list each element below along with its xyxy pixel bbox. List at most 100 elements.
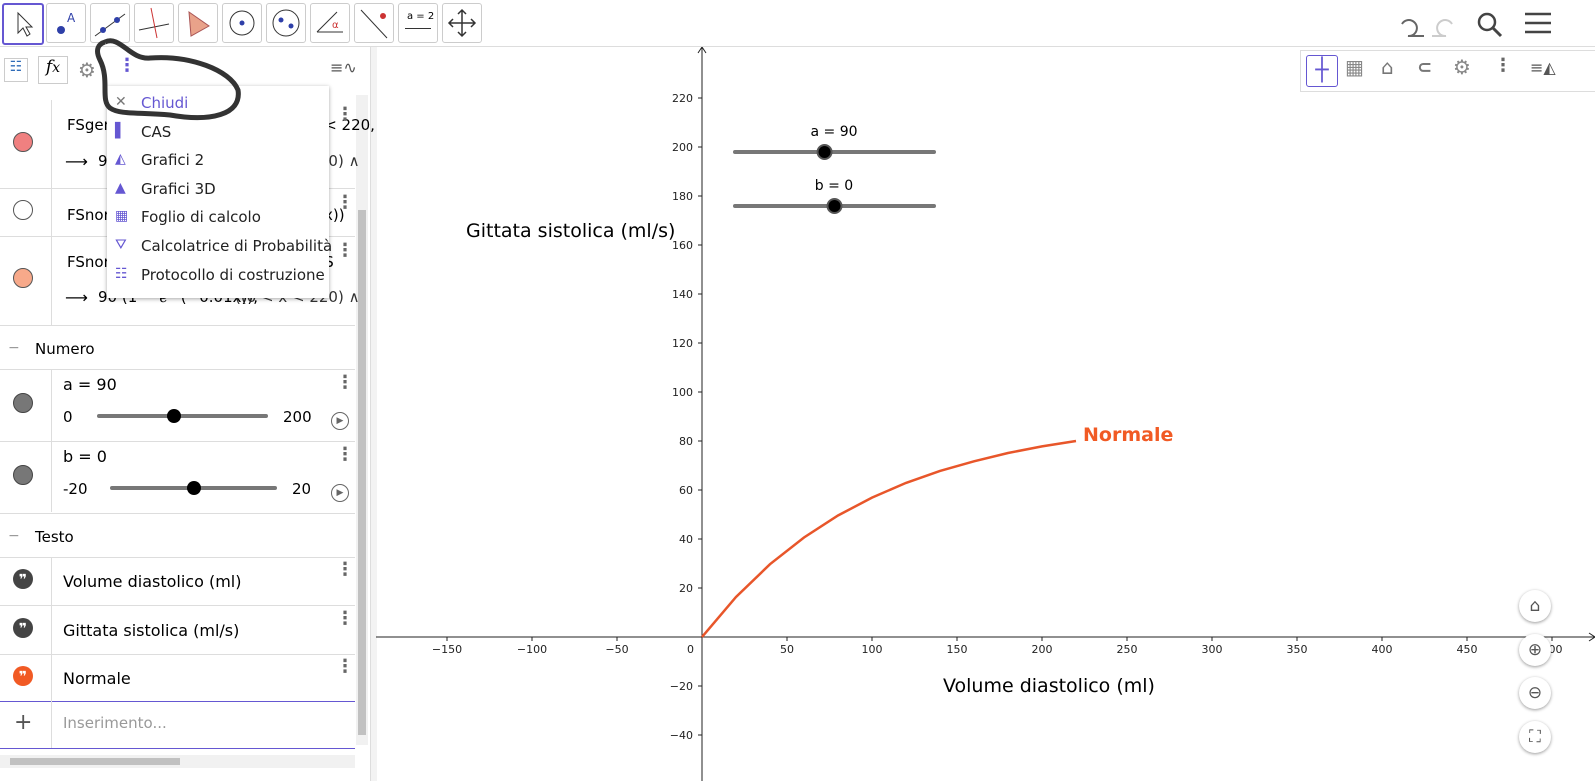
hand-drawn-highlight <box>95 38 241 120</box>
view-menu <box>107 86 329 298</box>
algebra-more[interactable]: ⋮ <box>118 55 136 76</box>
menu-item[interactable]: Calcolatrice di Probabilità <box>141 237 333 255</box>
item-menu[interactable]: ⋮ <box>336 559 354 580</box>
item-menu[interactable]: ⋮ <box>336 104 354 125</box>
visibility-toggle[interactable] <box>13 200 33 220</box>
menu-item[interactable]: Grafici 3D <box>141 179 216 198</box>
play-button[interactable]: ▶ <box>331 412 349 430</box>
axes-toggle[interactable]: ┼ <box>1306 55 1338 87</box>
x-tick-label: 400 <box>1372 643 1393 656</box>
item-menu[interactable]: ⋮ <box>336 444 354 465</box>
x-tick-label: −100 <box>517 643 547 656</box>
separator <box>0 441 355 442</box>
menu-item[interactable]: Protocollo di costruzione <box>141 265 325 284</box>
y-tick-label: 40 <box>679 533 693 546</box>
text-icon[interactable]: ❞ <box>13 569 33 589</box>
menu-button[interactable] <box>1525 12 1551 34</box>
item-menu[interactable]: ⋮ <box>336 372 354 393</box>
toolbar <box>0 0 1595 47</box>
curve-label: Normale <box>1083 424 1173 446</box>
undo[interactable] <box>1401 19 1424 38</box>
algebra-view-button[interactable]: ☷ <box>4 58 28 82</box>
slider-max: 20 <box>292 480 312 498</box>
text-icon[interactable]: ❞ <box>13 617 33 638</box>
zoom-button[interactable]: ⊕ <box>1519 633 1551 666</box>
y-tick-label: 80 <box>679 435 693 448</box>
y-tick-label: −20 <box>670 680 693 693</box>
redo[interactable] <box>1432 19 1453 38</box>
group-collapse[interactable]: − <box>8 340 20 356</box>
text-icon[interactable]: ❞ <box>13 666 33 686</box>
item-menu[interactable]: ⋮ <box>336 240 354 261</box>
slider-knob[interactable] <box>186 481 201 495</box>
zoom-button[interactable]: ⊖ <box>1519 677 1551 709</box>
visibility-toggle[interactable] <box>13 268 33 288</box>
tool-point[interactable]: A <box>46 3 86 43</box>
graphics-view: −150 −100 −50 0 50 100 150 200 250 300 350 400 450 50… <box>376 47 1595 781</box>
slider-knob[interactable] <box>166 409 181 423</box>
zoom-button[interactable]: ⌂ <box>1519 590 1551 622</box>
algebra-style[interactable]: ≡∿ <box>330 58 357 77</box>
horizontal-scrollbar <box>0 755 355 768</box>
visibility-toggle[interactable] <box>13 465 33 485</box>
x-tick-label: 350 <box>1287 643 1308 656</box>
menu-item[interactable]: Grafici 2 <box>141 151 205 170</box>
snap-button[interactable]: ⊂ <box>1417 57 1433 78</box>
graphics-style[interactable]: ≡◭ <box>1530 58 1556 77</box>
item-menu[interactable]: ⋮ <box>336 192 354 213</box>
tool-slider[interactable]: a = 2 <box>398 3 438 43</box>
tool-reflect[interactable] <box>354 3 394 43</box>
menu-icon: ▲ <box>115 179 126 196</box>
grid-toggle[interactable]: ▦ <box>1345 55 1364 79</box>
zoom-button[interactable]: ⛶ <box>1519 720 1551 753</box>
item-menu[interactable]: ⋮ <box>336 607 354 629</box>
toolbar-right <box>1401 12 1551 38</box>
algebra-settings[interactable]: ⚙ <box>78 58 96 82</box>
tool-slider-label: a = 2 <box>407 11 435 22</box>
tool-pan[interactable] <box>442 3 482 43</box>
slider-knob[interactable] <box>816 144 833 160</box>
x-tick-label: 300 <box>1202 643 1223 656</box>
left-divider <box>51 100 52 325</box>
play-button[interactable]: ▶ <box>331 484 349 502</box>
visibility-toggle[interactable] <box>13 132 33 152</box>
home-button[interactable]: ⌂ <box>1381 55 1394 79</box>
menu-item[interactable]: Chiudi <box>141 94 189 112</box>
tool-angle[interactable]: α <box>310 3 350 43</box>
y-tick-label: 180 <box>672 190 693 203</box>
left-divider <box>51 370 52 512</box>
tool-conic[interactable] <box>266 3 306 43</box>
axis-arrow <box>697 47 1595 642</box>
y-tick-label: 160 <box>672 239 693 252</box>
menu-item[interactable]: Foglio di calcolo <box>141 208 261 227</box>
tool-perpendicular[interactable] <box>134 3 174 43</box>
tool-polygon[interactable] <box>178 3 218 43</box>
group-collapse[interactable]: − <box>8 528 20 544</box>
svg-text:A: A <box>67 11 76 25</box>
function-curve <box>701 439 1077 638</box>
tool-circle[interactable] <box>222 3 262 43</box>
slider-knob[interactable] <box>826 198 843 214</box>
x-tick-label: 250 <box>1117 643 1138 656</box>
add-button[interactable]: + <box>14 710 33 735</box>
item-menu[interactable]: ⋮ <box>336 656 354 677</box>
graphics-settings[interactable]: ⚙ <box>1453 55 1471 79</box>
slider-min: 0 <box>63 408 73 426</box>
x-tick-label: 450 <box>1457 643 1478 656</box>
visibility-toggle[interactable] <box>13 393 33 413</box>
separator <box>0 605 355 606</box>
fx-button[interactable]: fx <box>38 56 68 84</box>
slider-label: b = 0 <box>815 178 853 194</box>
slider-label: b = 0 <box>63 447 107 466</box>
search[interactable] <box>1477 12 1503 38</box>
x-tick-label: 200 <box>1032 643 1053 656</box>
input-placeholder[interactable]: Inserimento... <box>63 714 167 732</box>
y-tick-label: 20 <box>679 582 693 595</box>
graphics-more[interactable]: ⋮ <box>1494 55 1512 76</box>
text-item: Gittata sistolica (ml/s) <box>63 620 240 640</box>
tool-move[interactable] <box>2 3 44 45</box>
y-tick-label: 100 <box>672 386 693 399</box>
input-bar[interactable] <box>0 701 355 749</box>
menu-item[interactable]: CAS <box>141 122 172 141</box>
group-title: Testo <box>35 528 74 546</box>
